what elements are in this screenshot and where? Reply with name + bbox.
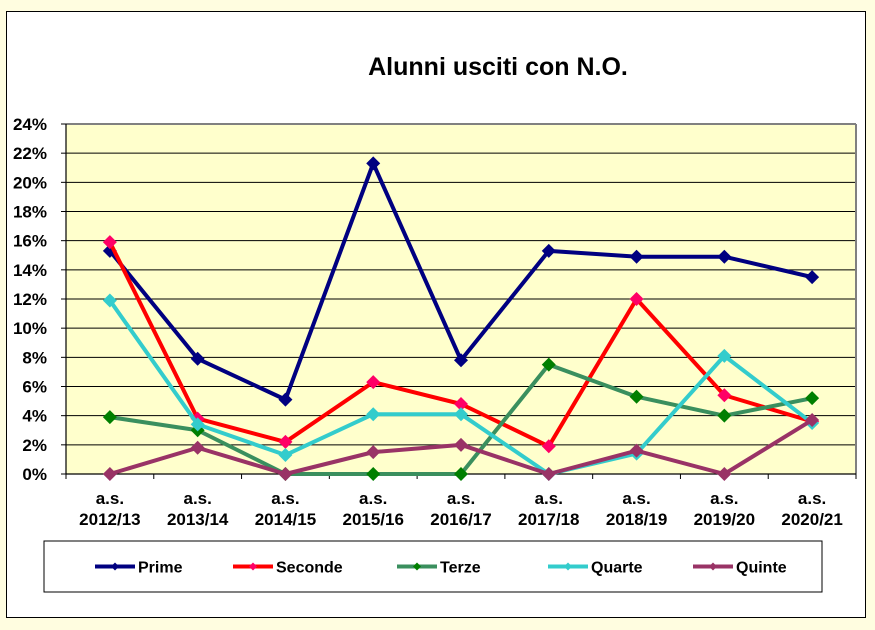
x-tick-label: 2013/14 — [167, 510, 229, 529]
legend-swatch-marker — [709, 562, 717, 571]
data-point-marker — [102, 293, 117, 308]
legend-label: Terze — [440, 560, 481, 577]
y-tick-label: 14% — [13, 261, 47, 280]
series-terze — [102, 357, 820, 481]
series-quinte — [102, 413, 820, 481]
x-tick-label: a.s. — [359, 489, 387, 508]
y-tick-label: 8% — [22, 348, 47, 367]
legend-item-terze: Terze — [397, 560, 481, 577]
data-point-marker — [366, 445, 381, 460]
data-point-marker — [717, 348, 732, 363]
legend-label: Quinte — [736, 560, 787, 577]
data-point-marker — [454, 407, 468, 422]
data-point-marker — [278, 392, 293, 407]
data-point-marker — [805, 391, 820, 406]
x-tick-label: a.s. — [447, 489, 475, 508]
y-tick-label: 24% — [13, 115, 47, 134]
data-point-marker — [805, 413, 820, 428]
x-tick-label: a.s. — [622, 489, 650, 508]
data-point-marker — [366, 375, 381, 390]
legend-swatch-marker — [111, 562, 119, 571]
x-tick-label: 2019/20 — [694, 510, 755, 529]
data-point-marker — [541, 357, 556, 372]
data-point-marker — [717, 467, 732, 481]
data-point-marker — [190, 351, 205, 366]
data-point-marker — [717, 408, 732, 423]
legend-item-quarte: Quarte — [548, 560, 643, 577]
data-point-marker — [454, 397, 468, 411]
x-tick-label: a.s. — [710, 489, 738, 508]
legend-item-seconde: Seconde — [233, 560, 343, 577]
data-point-marker — [454, 353, 468, 368]
data-point-marker — [366, 407, 381, 422]
x-tick-label: 2014/15 — [255, 510, 316, 529]
data-point-marker — [278, 434, 293, 449]
x-tick-label: a.s. — [96, 489, 124, 508]
x-tick-label: 2016/17 — [430, 510, 491, 529]
y-tick-label: 6% — [22, 378, 47, 397]
series-layer — [102, 156, 820, 481]
chart-title: Alunni usciti con N.O. — [368, 53, 628, 81]
legend-item-prime: Prime — [95, 560, 183, 577]
data-point-marker — [190, 440, 205, 455]
legend-items: Prime Seconde Terze Quarte Quinte — [95, 560, 787, 577]
x-tick-label: a.s. — [183, 489, 211, 508]
y-tick-label: 12% — [13, 290, 47, 309]
x-tick-label: 2012/13 — [79, 510, 140, 529]
data-point-marker — [717, 388, 732, 403]
data-point-marker — [629, 292, 644, 306]
legend-label: Quarte — [591, 560, 643, 577]
data-point-marker — [629, 389, 644, 404]
data-point-marker — [454, 467, 468, 481]
y-tick-label: 0% — [22, 465, 47, 484]
data-point-marker — [541, 439, 556, 454]
x-axis: a.s. 2012/13 a.s. 2013/14 a.s. 2014/15 a.s. 201… — [65, 473, 857, 529]
data-point-marker — [541, 243, 556, 258]
data-point-marker — [629, 249, 644, 264]
y-tick-label: 2% — [22, 436, 47, 455]
data-point-marker — [717, 249, 732, 264]
data-point-marker — [541, 467, 556, 481]
x-tick-label: 2018/19 — [606, 510, 667, 529]
x-tick-label: a.s. — [798, 489, 826, 508]
x-tick-label: 2017/18 — [518, 510, 579, 529]
y-tick-label: 18% — [13, 203, 47, 222]
y-tick-label: 16% — [13, 232, 47, 251]
legend-swatch-marker — [413, 562, 421, 571]
series-prime — [102, 156, 820, 407]
legend-swatch-marker — [249, 562, 257, 571]
data-point-marker — [190, 417, 205, 432]
legend-label: Seconde — [276, 560, 343, 577]
y-tick-label: 4% — [22, 407, 47, 426]
legend-swatch-marker — [564, 562, 572, 571]
data-point-marker — [366, 156, 381, 171]
data-point-marker — [366, 467, 381, 481]
legend-item-quinte: Quinte — [693, 560, 787, 577]
y-tick-label: 10% — [13, 319, 47, 338]
data-point-marker — [102, 410, 117, 425]
data-point-marker — [805, 270, 820, 285]
y-axis: 0% 2% 4% 6% 8% 10% 12% 14% 16% 18% 20% 22% 24% — [13, 115, 67, 484]
x-tick-label: a.s. — [535, 489, 563, 508]
legend-label: Prime — [138, 560, 183, 577]
data-point-marker — [278, 467, 293, 481]
y-tick-label: 20% — [13, 173, 47, 192]
x-tick-label: a.s. — [271, 489, 299, 508]
data-point-marker — [102, 235, 117, 250]
data-point-marker — [102, 467, 117, 481]
x-tick-label: 2020/21 — [781, 510, 842, 529]
data-point-marker — [454, 437, 468, 452]
data-point-marker — [629, 443, 644, 458]
y-tick-label: 22% — [13, 144, 47, 163]
data-point-marker — [278, 448, 293, 463]
x-tick-label: 2015/16 — [342, 510, 403, 529]
